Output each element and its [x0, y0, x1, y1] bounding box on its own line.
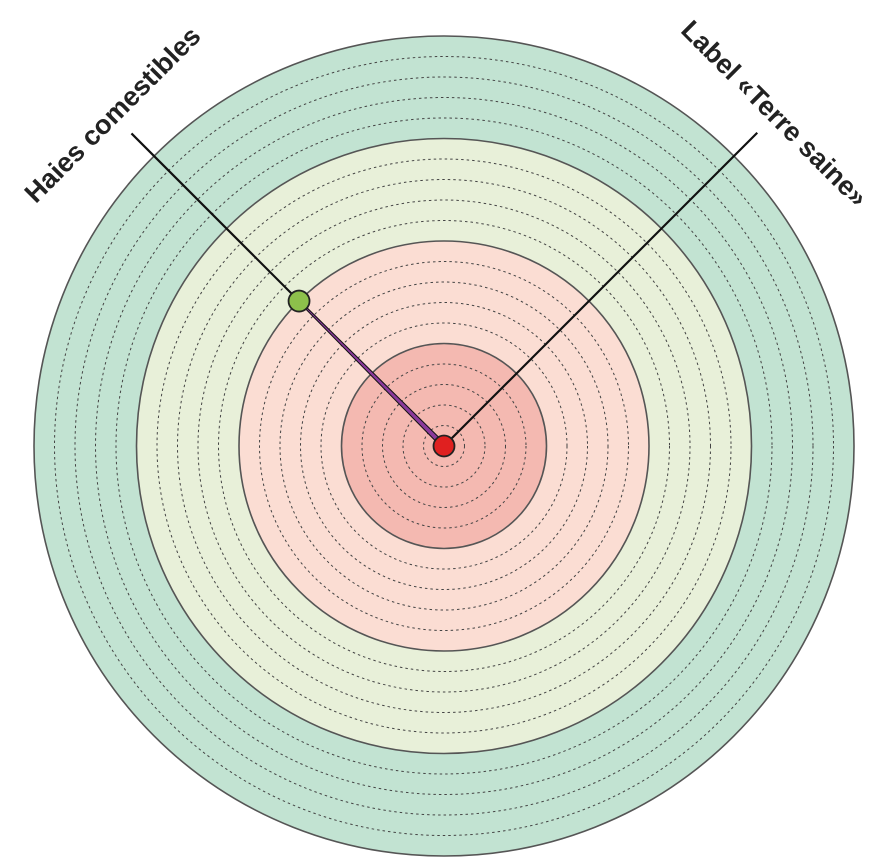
grid-circle [218, 220, 670, 672]
grid-circle [382, 384, 506, 508]
grid-circle [300, 302, 588, 590]
grid-circle [320, 322, 568, 570]
value-marker-label-terre-saine [432, 434, 456, 458]
leader-line-label-terre-saine [443, 131, 759, 447]
grid-circle [402, 404, 486, 488]
marker-layer [287, 289, 456, 458]
grid-circle [279, 281, 609, 611]
grid-circle [361, 363, 527, 529]
grid-circle [115, 117, 773, 775]
value-marker-haies-comestibles [287, 289, 311, 313]
grid-circle [156, 158, 732, 734]
grid-circle [423, 425, 465, 467]
grid-circle [74, 76, 814, 816]
grid-circle [197, 199, 691, 693]
grid-layer [54, 56, 834, 836]
grid-circle [177, 179, 711, 713]
grid-circle [95, 97, 793, 795]
grid-circle [259, 261, 629, 631]
grid-circle [54, 56, 834, 836]
